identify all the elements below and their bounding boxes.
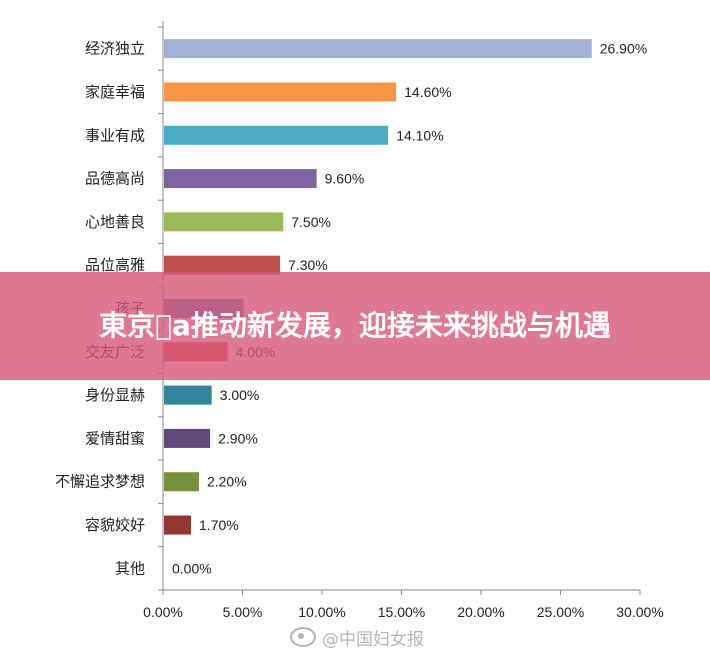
bar [164,515,192,535]
bar [164,125,389,145]
title-banner: 東京a推动新发展，迎接未来挑战与机遇 [0,272,710,380]
category-label: 不懈追求梦想 [55,473,145,491]
value-label: 9.60% [325,171,365,187]
x-tick-label: 25.00% [537,604,584,620]
x-tick-label: 30.00% [616,604,663,620]
bar [164,169,317,189]
category-label: 容貌姣好 [85,516,145,534]
category-label: 心地善良 [85,213,145,231]
value-label: 7.50% [291,214,331,230]
value-label: 14.10% [396,127,443,143]
category-label: 品位高雅 [85,256,145,274]
category-label: 家庭幸福 [85,83,145,101]
x-tick-label: 0.00% [143,604,183,620]
watermark-text: @中国妇女报 [322,629,424,650]
x-tick-label: 5.00% [223,604,263,620]
value-label: 2.90% [218,430,258,446]
value-label: 0.00% [172,560,212,576]
value-label: 26.90% [600,41,647,57]
bar [164,39,592,59]
bar [164,212,284,232]
x-tick-label: 15.00% [378,604,425,620]
value-label: 3.00% [220,387,260,403]
category-label: 身份显赫 [85,386,145,404]
category-label: 品德高尚 [85,170,145,188]
x-tick-label: 20.00% [457,604,504,620]
value-label: 2.20% [207,474,247,490]
category-label: 其他 [115,559,145,577]
category-label: 事业有成 [85,126,145,144]
bar [164,385,212,405]
bar [164,472,199,492]
banner-title: 東京a推动新发展，迎接未来挑战与机遇 [99,309,611,342]
watermark: @中国妇女报 [290,624,424,650]
value-label: 7.30% [288,257,328,273]
weibo-icon [290,627,316,647]
x-tick-label: 10.00% [298,604,345,620]
bar [164,82,397,102]
value-label: 14.60% [404,84,451,100]
category-label: 经济独立 [85,40,145,58]
bar [164,428,211,448]
bar [164,255,281,275]
value-label: 1.70% [199,517,239,533]
category-label: 爱情甜蜜 [85,429,145,447]
